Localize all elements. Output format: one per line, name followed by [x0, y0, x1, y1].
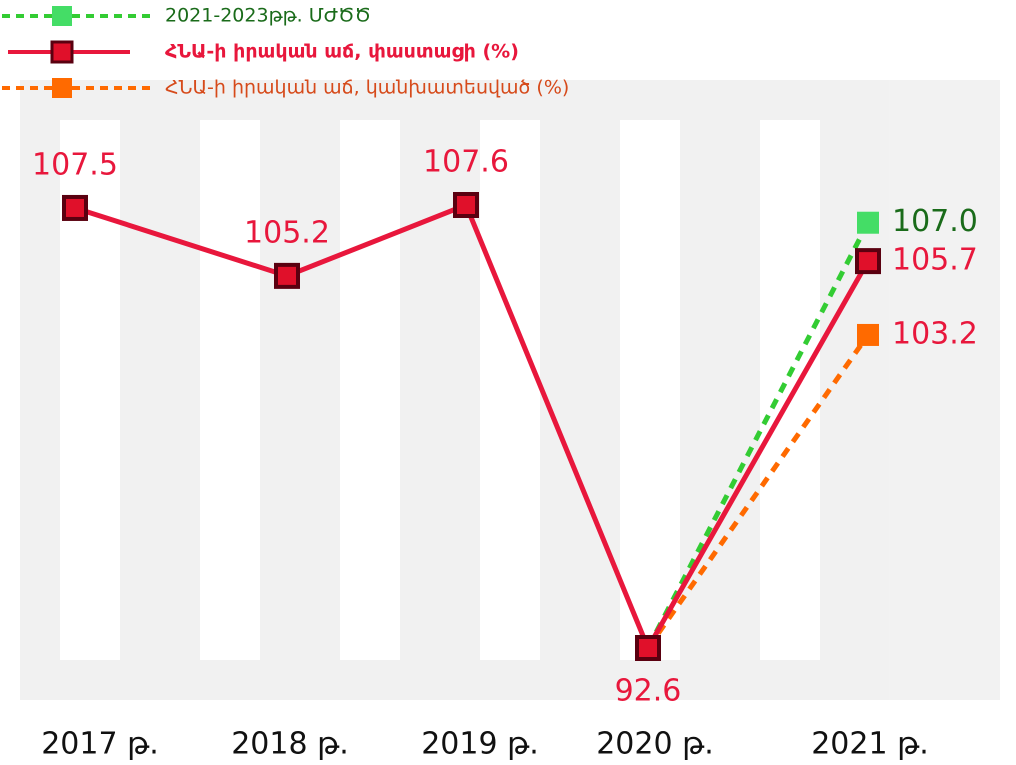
- legend-label: 2021-2023թթ. ՄԺԾԾ: [165, 5, 371, 27]
- value-label: 107.6: [423, 145, 509, 180]
- x-tick-label: 2017 թ.: [41, 727, 159, 762]
- value-label: 103.2: [892, 316, 978, 351]
- marker: [637, 637, 659, 659]
- chart: 2017 թ. 2018 թ. 2019 թ. 2020 թ. 2021 թ. 2021-…: [0, 0, 1016, 765]
- legend-marker: [52, 6, 72, 26]
- value-label: 107.5: [32, 147, 118, 182]
- marker: [455, 194, 477, 216]
- legend-label: ՀՆԱ-ի իրական աճ, փաստացի (%): [165, 41, 519, 63]
- value-label: 105.7: [892, 243, 978, 278]
- x-tick-label: 2020 թ.: [596, 727, 714, 762]
- legend-label: ՀՆԱ-ի իրական աճ, կանխատեսված (%): [165, 77, 569, 99]
- marker: [857, 250, 879, 272]
- background-building: [20, 80, 1000, 700]
- legend-marker: [52, 78, 72, 98]
- marker: [276, 265, 298, 287]
- x-tick-label: 2021 թ.: [811, 727, 929, 762]
- x-tick-label: 2018 թ.: [231, 727, 349, 762]
- value-label: 107.0: [892, 204, 978, 239]
- marker: [64, 197, 86, 219]
- legend-marker: [52, 42, 72, 62]
- marker: [857, 212, 879, 234]
- value-label: 92.6: [615, 674, 682, 709]
- x-tick-label: 2019 թ.: [421, 727, 539, 762]
- marker: [857, 324, 879, 346]
- value-label: 105.2: [244, 215, 330, 250]
